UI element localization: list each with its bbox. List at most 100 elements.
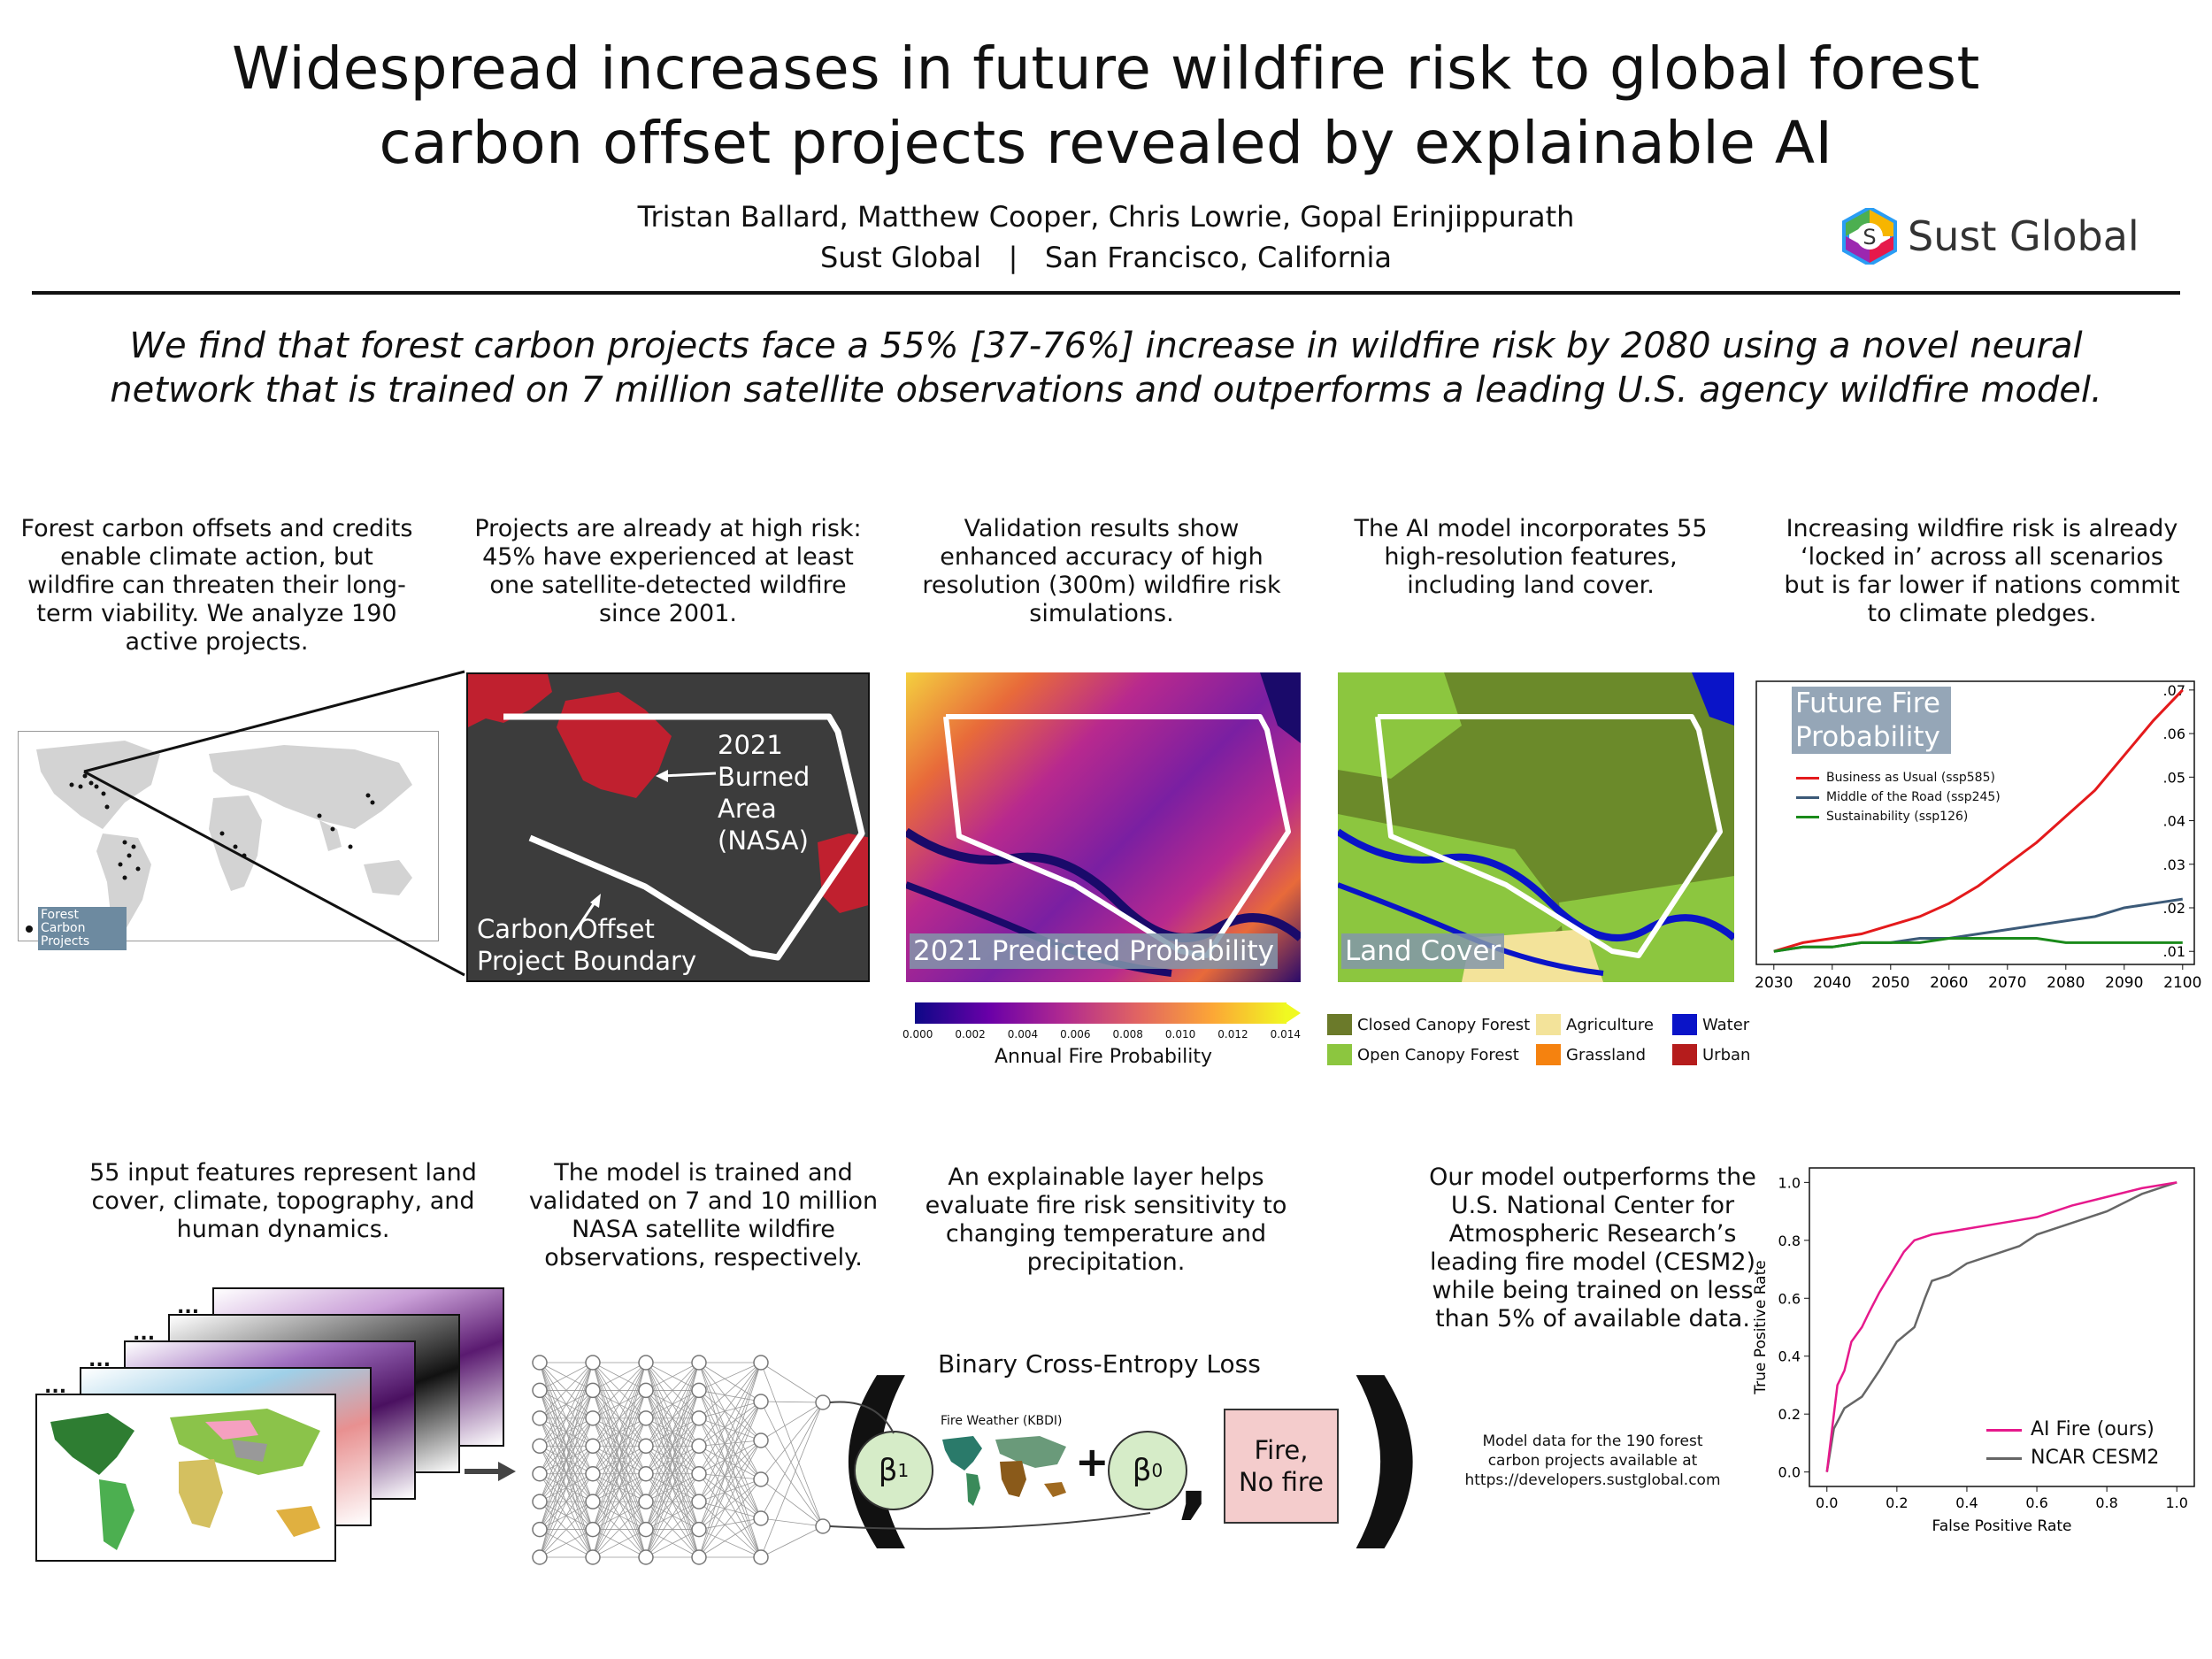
plus-sign: + (1075, 1438, 1110, 1486)
colorbar-tick: 0.014 (1270, 1028, 1301, 1041)
nn-edge (698, 1362, 762, 1474)
nn-edge (539, 1446, 594, 1558)
nn-edge (698, 1401, 762, 1558)
nn-edge (698, 1479, 762, 1530)
nn-node (691, 1549, 707, 1565)
comma-sign: , (1177, 1425, 1210, 1529)
nn-edge (645, 1362, 700, 1419)
nn-edge (539, 1501, 594, 1558)
nn-edge (698, 1362, 762, 1419)
nn-edge (645, 1473, 700, 1558)
roc-curve-chart: 0.0 0.2 0.4 0.6 0.8 1.0 0.0 0.2 0.4 0.6 0.8 1.0 Fals… (1747, 1159, 2203, 1540)
fire-label: Fire, (1254, 1435, 1309, 1465)
nn-node (638, 1549, 654, 1565)
nn-edge (539, 1362, 594, 1558)
burn-label-line-4: (NASA) (718, 826, 809, 856)
burn-label-line-1: 2021 (718, 730, 783, 760)
nn-edge (645, 1362, 700, 1391)
y-tick-label: .03 (2163, 856, 2185, 873)
y-tick-label: .04 (2163, 813, 2185, 830)
x-tick-label: 0.4 (1955, 1494, 1978, 1511)
nn-node (691, 1494, 707, 1509)
roc-series-0 (1825, 1181, 2177, 1472)
authors: Tristan Ballard, Matthew Cooper, Chris L… (637, 200, 1575, 234)
colorbar-tick: 0.000 (902, 1028, 933, 1041)
nn-node (585, 1355, 601, 1371)
caption-carbon-offsets: Forest carbon offsets and credits enable… (20, 515, 413, 656)
legend-line-icon (1986, 1428, 2022, 1432)
nn-edge (698, 1440, 762, 1558)
x-axis-label: False Positive Rate (1932, 1517, 2072, 1535)
data-note-link[interactable]: https://developers.sustglobal.com (1464, 1471, 1721, 1489)
poster-title: Widespread increases in future wildfire … (0, 32, 2212, 180)
predicted-probability-map: 2021 Predicted Probability (906, 672, 1301, 982)
nn-edge (698, 1479, 762, 1558)
burned-area-label: 2021 Burned Area (NASA) (718, 729, 810, 856)
nn-edge (760, 1362, 824, 1403)
x-tick-label: 2040 (1813, 974, 1851, 992)
nn-node (691, 1521, 707, 1538)
future-chart-frame (1755, 680, 2195, 965)
nn-node (585, 1382, 601, 1399)
nn-edge (698, 1517, 762, 1530)
nn-edge (698, 1401, 762, 1447)
stack-ellipsis: ... (88, 1349, 111, 1371)
nn-edge (760, 1402, 824, 1558)
nn-edge (698, 1390, 762, 1402)
stack-ellipsis: ... (177, 1296, 200, 1318)
nn-node (753, 1394, 769, 1409)
nn-node (638, 1382, 654, 1399)
nn-edge (760, 1402, 824, 1480)
land-cover-label: Land Cover (1341, 933, 1505, 969)
swatch-icon (1672, 1044, 1697, 1065)
nn-edge (698, 1445, 762, 1480)
nn-edge (539, 1362, 594, 1474)
future-fire-legend: Business as Usual (ssp585) Middle of the… (1796, 768, 2001, 826)
nn-node (532, 1521, 548, 1538)
nn-node (753, 1432, 769, 1448)
nn-node (532, 1465, 548, 1482)
nn-edge (698, 1401, 762, 1419)
y-tick-label: 0.2 (1778, 1406, 1801, 1423)
legend-label: Water (1702, 1015, 1750, 1034)
nn-edge (698, 1517, 762, 1558)
sust-global-logo: S Sust Global (1842, 205, 2143, 267)
nn-edge (698, 1362, 762, 1558)
x-tick-label: 2080 (2047, 974, 2085, 992)
nn-edge (760, 1440, 824, 1527)
nn-node (532, 1549, 548, 1565)
nn-node (815, 1394, 831, 1410)
kbdi-map (938, 1431, 1071, 1509)
nn-node (638, 1494, 654, 1509)
no-fire-label: No fire (1238, 1467, 1325, 1497)
colorbar-tick: 0.004 (1007, 1028, 1039, 1041)
boundary-label-line-1: Carbon Offset (477, 914, 655, 944)
nn-edge (645, 1362, 700, 1530)
nn-edge (698, 1473, 762, 1519)
x-tick-label: 2060 (1930, 974, 1968, 992)
nn-node (532, 1382, 548, 1399)
nn-edge (760, 1517, 824, 1527)
nn-edge (645, 1529, 700, 1558)
y-tick-label: .06 (2163, 726, 2185, 742)
legend-label: Closed Canopy Forest (1357, 1015, 1531, 1034)
nn-edge (698, 1473, 762, 1558)
nn-edge (592, 1446, 647, 1558)
caption-input-features: 55 input features represent land cover, … (89, 1159, 477, 1243)
nn-node (638, 1438, 654, 1455)
nn-edge (698, 1362, 762, 1447)
fire-probability-colorbar (915, 1002, 1286, 1024)
nn-edge (539, 1362, 594, 1447)
nn-node (638, 1521, 654, 1538)
legend-label: Middle of the Road (ssp245) (1826, 790, 2001, 804)
nn-edge (645, 1417, 700, 1558)
nn-node (691, 1410, 707, 1426)
series-line-0 (1773, 688, 2184, 953)
legend-open-canopy: Open Canopy Forest (1327, 1044, 1519, 1065)
land-cover-feature-map (35, 1394, 336, 1562)
burned-area-panel: 2021 Burned Area (NASA) Carbon Offset Pr… (466, 672, 870, 982)
nn-edge (592, 1362, 647, 1530)
swatch-icon (1327, 1044, 1352, 1065)
nn-node (585, 1521, 601, 1538)
nn-node (691, 1355, 707, 1371)
